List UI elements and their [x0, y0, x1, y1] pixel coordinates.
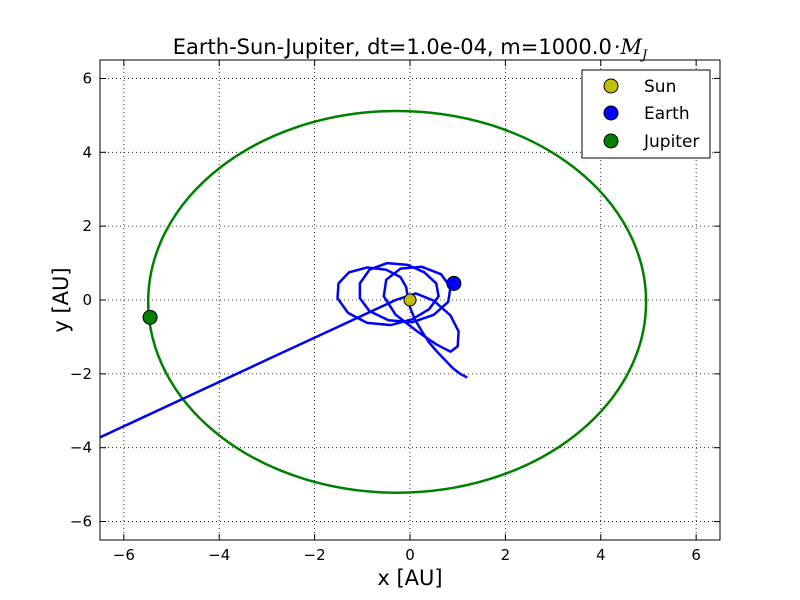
earth-marker — [446, 275, 462, 291]
chart-title: Earth-Sun-Jupiter, dt=1.0e-04, m=1000.0·… — [173, 35, 648, 63]
y-tick-label: 4 — [82, 143, 92, 161]
title-math: ·M — [614, 35, 643, 59]
legend-label-earth: Earth — [644, 104, 690, 124]
legend-marker-jupiter — [603, 133, 619, 149]
y-axis-label: y [AU] — [49, 267, 73, 332]
sun-marker — [403, 293, 417, 307]
x-tick-label: −2 — [304, 546, 326, 564]
earth-trajectory-line — [100, 261, 468, 439]
y-tick-label: 0 — [82, 291, 92, 309]
x-tick-label: 4 — [596, 546, 606, 564]
legend-label-jupiter: Jupiter — [643, 132, 699, 152]
x-tick-label: −6 — [113, 546, 135, 564]
legend-marker-sun — [603, 78, 619, 94]
jupiter-orbit-line — [146, 109, 648, 494]
jupiter-marker — [142, 309, 158, 325]
y-tick-label: 6 — [82, 69, 92, 87]
x-tick-label: 2 — [501, 546, 511, 564]
legend-marker-earth — [603, 105, 619, 121]
ticks: −6 −4 −2 0 2 4 6 −6 −4 −2 0 2 4 6 — [70, 60, 720, 564]
legend-box — [581, 69, 711, 159]
title-math-sub: J — [639, 48, 648, 63]
legend-label-sun: Sun — [644, 77, 676, 97]
y-tick-label: −2 — [70, 365, 92, 383]
legend: Sun Earth Jupiter — [581, 69, 711, 159]
x-axis-label: x [AU] — [377, 566, 442, 590]
x-tick-label: −4 — [208, 546, 230, 564]
x-tick-label: 6 — [691, 546, 701, 564]
y-tick-label: 2 — [82, 217, 92, 235]
y-tick-label: −4 — [70, 439, 92, 457]
plot-area — [100, 109, 648, 494]
y-tick-label: −6 — [70, 513, 92, 531]
x-tick-label: 0 — [405, 546, 415, 564]
